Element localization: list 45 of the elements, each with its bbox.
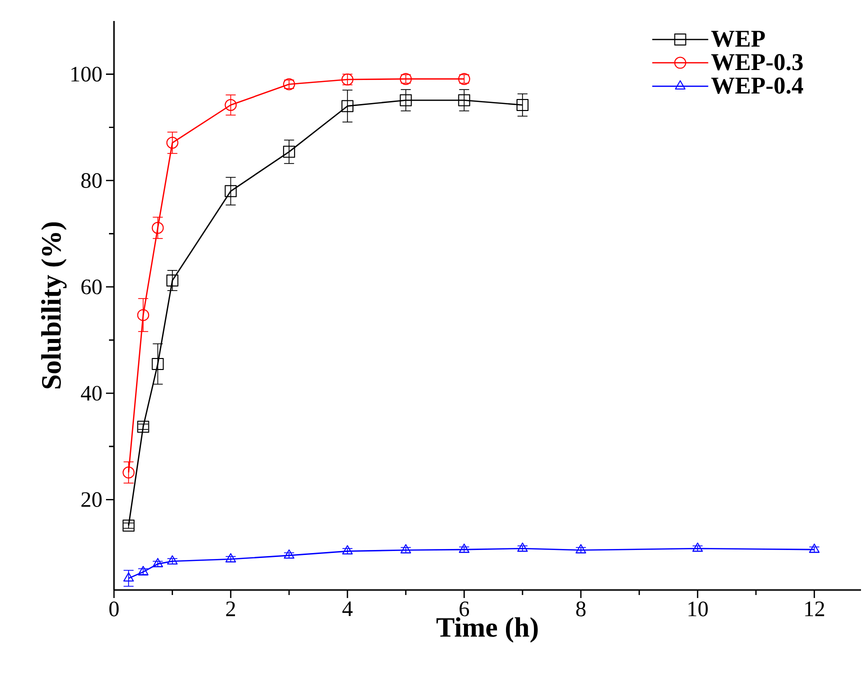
point (122, 466, 135, 478)
point (283, 146, 296, 158)
x-tick-label: 2 (226, 602, 235, 616)
y-tick-label: 80 (81, 173, 102, 188)
y-tick-label: 20 (81, 492, 102, 508)
point (166, 136, 178, 149)
x-tick-label: 10 (688, 602, 708, 616)
point (152, 222, 164, 234)
point (167, 555, 178, 565)
y-axis-title: Solubility (%) (41, 222, 67, 388)
point (137, 420, 150, 433)
point (576, 544, 586, 554)
point (517, 542, 528, 552)
point (400, 94, 412, 106)
point (152, 358, 164, 370)
legend-label: WEP-0.4 (711, 77, 804, 94)
x-tick-label: 0 (109, 602, 119, 616)
point (166, 274, 178, 286)
y-tick-label: 60 (81, 279, 102, 294)
y-tick-label: 100 (71, 66, 102, 82)
point (516, 99, 529, 112)
legend-label: WEP-0.3 (711, 54, 803, 70)
point (137, 309, 150, 322)
y-tick-label: 40 (80, 386, 102, 401)
point (224, 99, 237, 112)
point (122, 520, 135, 532)
point (138, 566, 148, 576)
point (809, 544, 820, 553)
point (692, 542, 703, 552)
point (224, 185, 237, 198)
point (341, 100, 354, 112)
x-tick-label: 8 (576, 602, 586, 616)
point (458, 544, 470, 553)
point (225, 553, 236, 562)
point (342, 545, 353, 554)
point (123, 572, 134, 582)
x-tick-label: 6 (460, 602, 470, 616)
x-tick-label: 12 (805, 602, 824, 616)
point (284, 549, 294, 559)
legend-label: WEP (711, 30, 765, 47)
point (458, 94, 470, 106)
x-axis-title: Time (h) (436, 617, 538, 643)
point (152, 558, 164, 568)
x-tick-label: 4 (342, 602, 353, 616)
point (400, 544, 412, 554)
